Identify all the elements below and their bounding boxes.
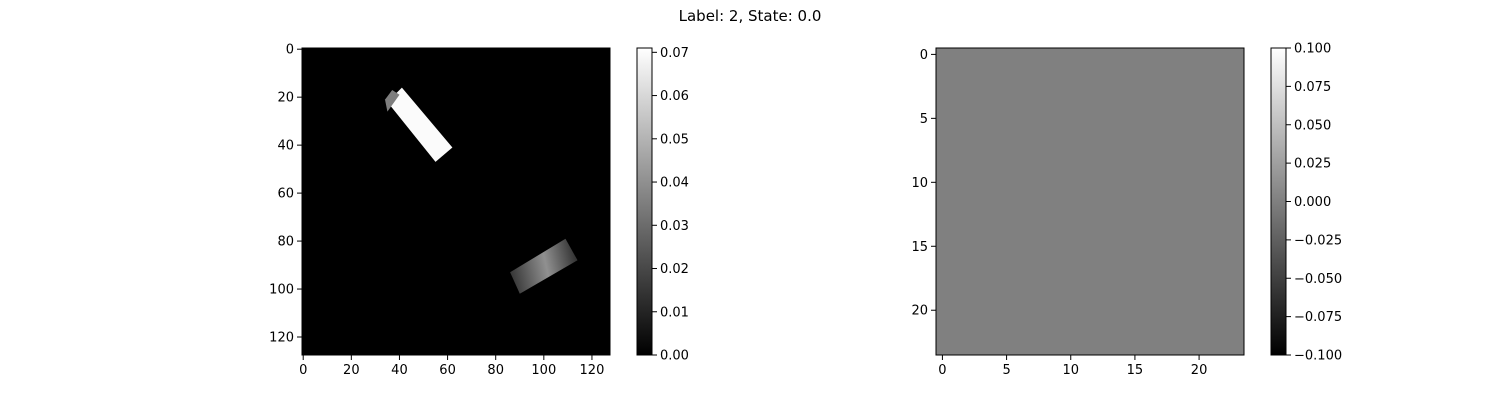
- left-colorbar-tick-label: 0.02: [660, 262, 689, 277]
- right-colorbar-tick-label: 0.025: [1294, 157, 1331, 172]
- left-image-shapes: [385, 87, 578, 294]
- left-x-tick-label: 0: [299, 363, 307, 378]
- right-x-ticks: 0 5 10 15 20: [938, 355, 1207, 378]
- right-colorbar-tick-label: −0.100: [1294, 349, 1342, 364]
- left-colorbar-tick-label: 0.04: [660, 176, 689, 191]
- left-panel: 0 20 40 60 80 100 120 0 20 40 60 80 100 120 0.00 0.01…: [269, 43, 689, 378]
- left-x-tick-label: 20: [343, 363, 360, 378]
- right-colorbar-ticks: 0.100 0.075 0.050 0.025 0.000 −0.025 −0.050 −0.…: [1286, 42, 1342, 364]
- right-y-tick-label: 5: [920, 112, 928, 127]
- left-y-tick-label: 80: [277, 235, 294, 250]
- left-x-tick-label: 40: [391, 363, 408, 378]
- left-x-ticks: 0 20 40 60 80 100 120: [299, 355, 604, 378]
- left-image-gray-fragment: [385, 90, 400, 112]
- right-colorbar-tick-label: 0.000: [1294, 195, 1331, 210]
- left-x-tick-label: 100: [531, 363, 556, 378]
- left-image-bright-bar: [387, 87, 453, 162]
- right-colorbar: [1270, 47, 1287, 356]
- right-colorbar-tick-label: 0.100: [1294, 42, 1331, 57]
- right-y-tick-label: 15: [911, 240, 928, 255]
- left-y-tick-label: 40: [277, 139, 294, 154]
- left-colorbar-tick-label: 0.07: [660, 46, 689, 61]
- left-colorbar-ticks: 0.00 0.01 0.02 0.03 0.04 0.05 0.06 0.07: [652, 46, 689, 364]
- left-y-tick-label: 20: [277, 91, 294, 106]
- right-colorbar-tick-label: −0.075: [1294, 310, 1342, 325]
- left-x-tick-label: 60: [439, 363, 456, 378]
- left-image-gradient-bar: [510, 238, 578, 294]
- left-y-tick-label: 100: [269, 283, 294, 298]
- right-x-tick-label: 0: [938, 363, 946, 378]
- figure-title: Label: 2, State: 0.0: [679, 7, 822, 25]
- right-y-ticks: 0 5 10 15 20: [911, 48, 936, 319]
- left-y-tick-label: 60: [277, 187, 294, 202]
- right-x-tick-label: 10: [1062, 363, 1079, 378]
- left-axes-frame: [301, 47, 611, 356]
- left-colorbar-tick-label: 0.05: [660, 132, 689, 147]
- right-colorbar-tick-label: 0.050: [1294, 118, 1331, 133]
- right-image-background: [936, 48, 1244, 355]
- right-y-tick-label: 0: [920, 48, 928, 63]
- right-x-tick-label: 5: [1002, 363, 1010, 378]
- left-y-tick-label: 120: [269, 331, 294, 346]
- left-colorbar: [636, 47, 653, 356]
- right-x-tick-label: 20: [1191, 363, 1208, 378]
- left-image-background: [302, 48, 610, 355]
- left-colorbar-tick-label: 0.03: [660, 219, 689, 234]
- right-colorbar-tick-label: −0.025: [1294, 233, 1342, 248]
- right-colorbar-tick-label: 0.075: [1294, 80, 1331, 95]
- left-colorbar-tick-label: 0.06: [660, 89, 689, 104]
- right-colorbar-tick-label: −0.050: [1294, 272, 1342, 287]
- right-y-tick-label: 20: [911, 304, 928, 319]
- left-x-tick-label: 80: [487, 363, 504, 378]
- right-x-tick-label: 15: [1127, 363, 1144, 378]
- right-axes-frame: [935, 47, 1245, 356]
- right-y-tick-label: 10: [911, 176, 928, 191]
- left-y-tick-label: 0: [286, 43, 294, 58]
- left-colorbar-tick-label: 0.01: [660, 305, 689, 320]
- left-x-tick-label: 120: [580, 363, 605, 378]
- left-colorbar-tick-label: 0.00: [660, 349, 689, 364]
- left-y-ticks: 0 20 40 60 80 100 120: [269, 43, 302, 346]
